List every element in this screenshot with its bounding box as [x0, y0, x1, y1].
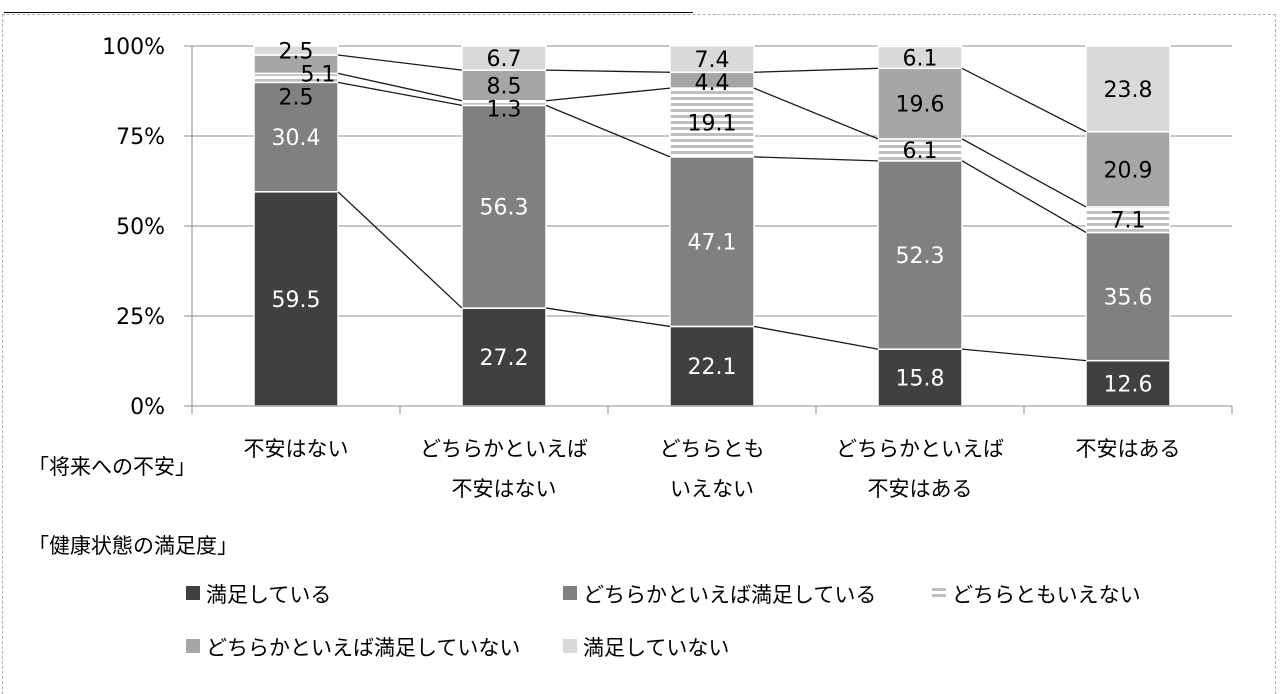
category-label: どちらかといえば	[836, 437, 1004, 461]
bar-segment	[461, 45, 547, 71]
data-label: 15.8	[896, 367, 945, 392]
y-tick-label: 0%	[130, 395, 165, 420]
bar-segment	[669, 325, 755, 407]
data-label: 56.3	[480, 196, 529, 221]
data-label: 30.4	[272, 126, 321, 151]
x-axis: 不安はない どちらかといえば不安はないどちらともいえないどちらかといえば不安はある…	[191, 405, 1233, 501]
bar-segment	[669, 44, 755, 74]
series-line	[545, 104, 671, 158]
data-label: 2.5	[279, 40, 314, 65]
bar-segment	[461, 104, 547, 309]
legend: 満足している どちらかといえば満足している どちらともいえないどちらかといえば満足し…	[186, 583, 1141, 660]
data-label: 19.6	[896, 93, 945, 118]
legend-label: 満足していない	[583, 636, 729, 660]
data-label: 59.5	[272, 288, 321, 313]
series-line	[545, 87, 671, 102]
data-label: 6.1	[903, 139, 938, 164]
series-line	[961, 348, 1087, 362]
series-line	[337, 72, 463, 102]
data-label: 22.1	[688, 355, 737, 380]
legend-label: 満足している	[206, 583, 331, 607]
category-label: 不安はある	[1076, 437, 1181, 461]
y-tick-label: 75%	[116, 125, 165, 150]
series-line	[545, 307, 671, 328]
category-label: 不安はない	[244, 437, 349, 461]
data-label: 35.6	[1104, 286, 1153, 311]
legend-swatch	[186, 639, 200, 653]
bar-segment	[877, 348, 963, 407]
series-line	[753, 67, 879, 73]
legend-swatch	[563, 639, 577, 653]
y-tick-label: 100%	[102, 35, 165, 60]
data-label: 52.3	[896, 244, 945, 269]
data-label: 5.1	[301, 63, 336, 88]
data-label: 6.1	[903, 46, 938, 71]
bar-segment	[1085, 206, 1171, 234]
legend-title: 「健康状態の満足度」	[28, 534, 238, 558]
category-label: 不安はある	[868, 477, 973, 501]
data-label: 1.3	[487, 97, 522, 122]
bar-segment	[1085, 231, 1171, 362]
bar-segment	[253, 45, 339, 56]
top-rule	[4, 12, 693, 13]
data-label: 6.7	[487, 47, 522, 72]
y-axis: 0% 25% 50% 75% 100%	[102, 35, 193, 420]
series-line	[753, 87, 879, 140]
bar-segment	[253, 81, 339, 193]
legend-label: どちらともいえない	[952, 583, 1141, 607]
legend-label: どちらかといえば満足していない	[206, 636, 520, 660]
category-label: 不安はない	[452, 477, 557, 501]
stacked-bar-chart: 0% 25% 50% 75% 100% 59.5 30.4 2.55.12.5 27.2 56.…	[28, 35, 1233, 660]
series-line	[545, 69, 671, 73]
bar-segment	[461, 69, 547, 102]
data-label: 20.9	[1104, 158, 1153, 183]
data-label: 7.1	[1111, 209, 1146, 234]
bar-segment	[669, 156, 755, 328]
bar-segment	[877, 67, 963, 140]
data-label: 2.5	[279, 86, 314, 111]
y-tick-label: 50%	[116, 215, 165, 240]
data-label: 19.1	[688, 112, 737, 137]
data-label: 4.4	[695, 71, 730, 96]
series-line	[961, 138, 1087, 208]
series-line	[961, 160, 1087, 234]
series-line	[753, 325, 879, 350]
legend-swatch	[563, 586, 577, 600]
data-label: 12.6	[1104, 372, 1153, 397]
series-line	[753, 156, 879, 162]
bar-segment	[877, 45, 963, 70]
data-label: 23.8	[1104, 78, 1153, 103]
series-line	[337, 81, 463, 107]
y-tick-label: 25%	[116, 305, 165, 330]
legend-label: どちらかといえば満足している	[583, 583, 876, 607]
series-line	[337, 191, 463, 309]
series-lines	[337, 54, 1087, 362]
category-label: どちらかといえば	[420, 437, 588, 461]
category-label: どちらとも	[660, 437, 765, 461]
bar-segment	[253, 191, 339, 407]
legend-swatch	[932, 594, 946, 597]
data-labels: 59.5 30.4 2.55.12.5 27.2 56.3 1.38.56.7 22.1 47…	[272, 40, 1153, 398]
data-label: 27.2	[480, 346, 529, 371]
x-axis-title: 「将来への不安」	[28, 455, 196, 479]
bar-segment	[877, 160, 963, 350]
legend-swatch	[932, 588, 946, 591]
legend-swatch	[186, 586, 200, 600]
category-label: いえない	[670, 477, 754, 501]
bars	[253, 44, 1171, 407]
bar-segment	[1085, 45, 1171, 133]
data-label: 47.1	[688, 231, 737, 256]
data-label: 8.5	[487, 74, 522, 99]
series-line	[337, 54, 463, 71]
series-line	[961, 67, 1087, 133]
chart-frame	[2, 14, 1276, 694]
bar-segment	[669, 87, 755, 158]
data-label: 7.4	[695, 48, 730, 73]
